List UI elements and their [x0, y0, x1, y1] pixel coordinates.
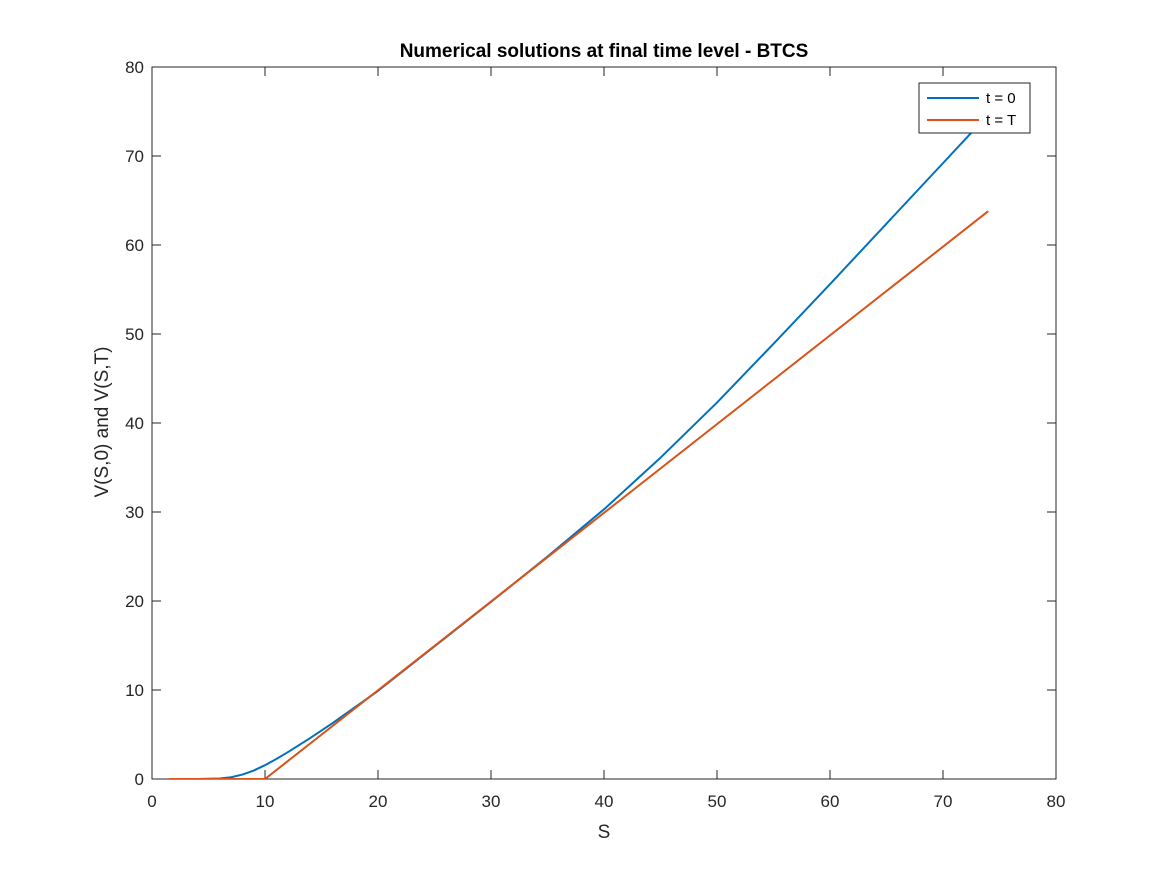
legend-label: t = 0 [986, 90, 1016, 107]
plot-area: 0 10 20 30 40 50 60 70 80 0 10 20 30 40 50 60 70 80 t = 0 t… [125, 58, 1065, 811]
x-tick-label: 80 [1047, 792, 1066, 811]
x-axis-label: S [598, 822, 611, 843]
y-tick-label: 0 [135, 770, 144, 789]
plot-frame [151, 66, 1057, 780]
y-tick-label: 80 [125, 58, 144, 77]
y-tick-label: 30 [125, 503, 144, 522]
x-tick-label: 50 [708, 792, 727, 811]
chart-title: Numerical solutions at final time level … [400, 41, 809, 62]
y-tick-label: 40 [125, 414, 144, 433]
x-tick-label: 20 [369, 792, 388, 811]
x-tick-label: 0 [147, 792, 156, 811]
y-tick-label: 50 [125, 325, 144, 344]
y-tick-label: 70 [125, 147, 144, 166]
x-tick-label: 70 [934, 792, 953, 811]
legend-label: t = T [986, 112, 1016, 129]
y-tick-label: 20 [125, 592, 144, 611]
legend-box [918, 82, 1031, 134]
y-tick-label: 10 [125, 681, 144, 700]
series-line-tT [168, 210, 989, 779]
x-tick-label: 60 [821, 792, 840, 811]
x-tick-label: 40 [595, 792, 614, 811]
x-tick-label: 10 [256, 792, 275, 811]
x-tick-label: 30 [482, 792, 501, 811]
y-axis-label: V(S,0) and V(S,T) [92, 347, 113, 498]
y-tick-label: 60 [125, 236, 144, 255]
